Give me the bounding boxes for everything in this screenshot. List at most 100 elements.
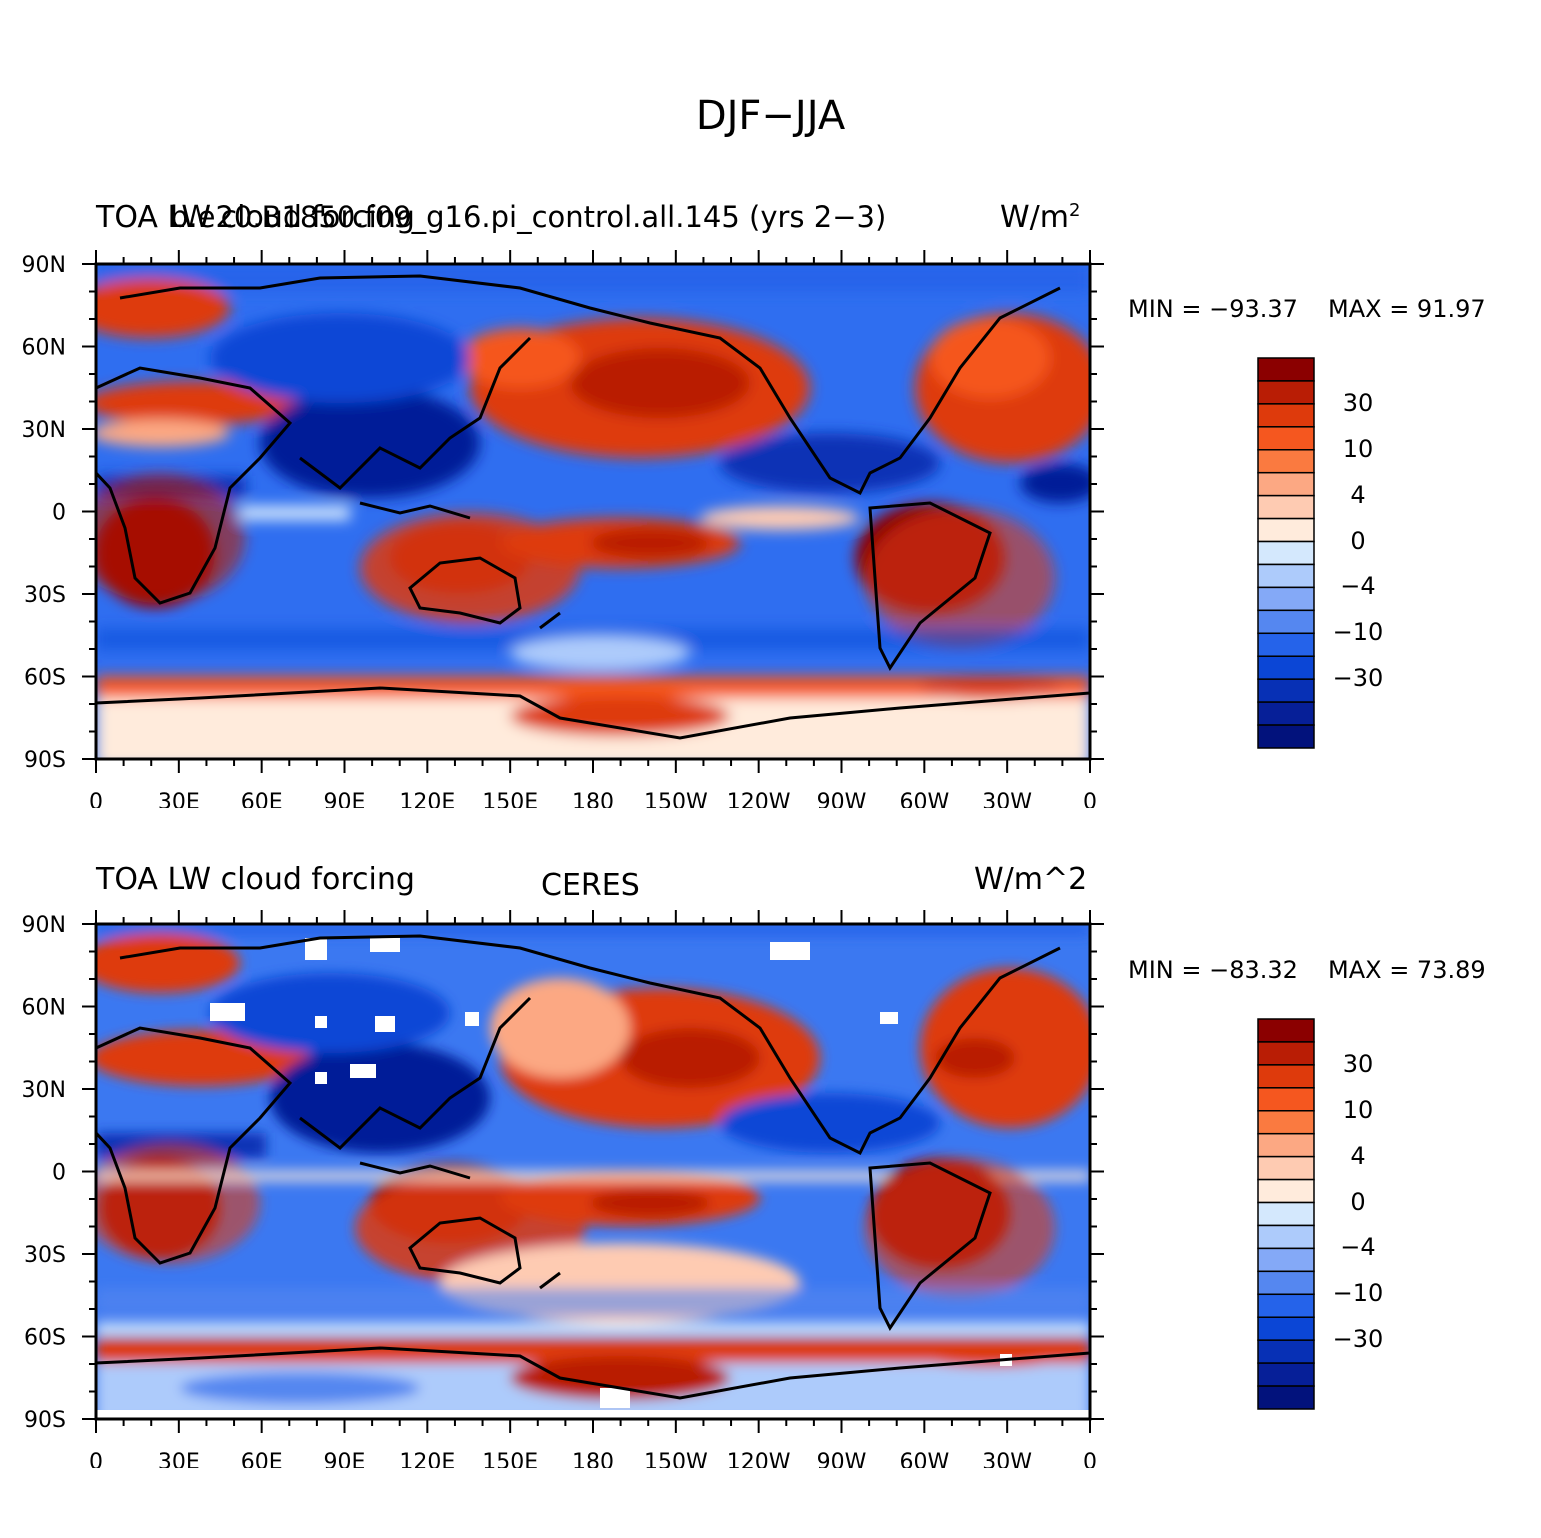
panel1-units: W/m2 — [1000, 200, 1080, 235]
panel2-colorbar-swatch — [1257, 1201, 1315, 1227]
panel1-colorbar — [1257, 357, 1315, 749]
panel1-xtick-label: 60W — [899, 790, 949, 808]
panel2-colorbar-swatch — [1257, 1270, 1315, 1296]
panel2-colorbar-swatch — [1257, 1132, 1315, 1158]
panel1-xtick-label: 0 — [1083, 790, 1097, 808]
panel1-colorbar-label: −4 — [1340, 572, 1376, 601]
panel1-xtick-label: 0 — [89, 790, 103, 808]
panel1-colorbar-swatch — [1257, 586, 1315, 612]
panel2-xtick-label: 60W — [899, 1450, 949, 1468]
panel2-left-title: TOA LW cloud forcing — [96, 862, 415, 897]
panel2-xtick-label: 0 — [1083, 1450, 1097, 1468]
panel2-map: 0 30E 60E 90E 120E 150E 180 150W 120W 90W 60W 30W 0 9… — [22, 910, 1104, 1468]
panel1-colorbar-swatch — [1257, 724, 1315, 749]
panel2-colorbar-label: −10 — [1332, 1279, 1384, 1308]
panel2-colorbar-swatch — [1257, 1385, 1315, 1410]
panel1-max-stat: MAX = 91.97 — [1328, 295, 1486, 323]
panel1-colorbar-swatch — [1257, 517, 1315, 543]
panel1-colorbar-swatch — [1257, 426, 1315, 451]
panel2-xtick-label: 150W — [644, 1450, 708, 1468]
panel1-colorbar-swatch — [1257, 403, 1315, 428]
panel1-colorbar-swatch — [1257, 563, 1315, 589]
panel2-ytick-label: 30N — [22, 1078, 66, 1103]
panel2-coastlines — [96, 934, 1090, 1400]
panel1-colorbar-swatch — [1257, 701, 1315, 726]
panel2-xtick-label: 90E — [324, 1450, 366, 1468]
panel2-xtick-label: 30E — [158, 1450, 200, 1468]
panel1-colorbar-swatch — [1257, 655, 1315, 680]
panel1-ytick-label: 0 — [52, 501, 66, 526]
panel1-xtick-label: 120W — [727, 790, 791, 808]
panel1-ytick-label: 30N — [22, 418, 66, 443]
panel2-colorbar-swatch — [1257, 1224, 1315, 1250]
panel1-ytick-label: 90S — [24, 748, 66, 773]
panel1-xtick-label: 30E — [158, 790, 200, 808]
panel2-colorbar-label: 10 — [1342, 1095, 1374, 1124]
panel2-colorbar-swatch — [1257, 1155, 1315, 1181]
panel1-xtick-label: 120E — [399, 790, 455, 808]
panel1-colorbar-swatch — [1257, 540, 1315, 566]
panel2-colorbar-label: −30 — [1332, 1325, 1384, 1354]
panel1-left-title: TOA LW cloud forcing — [96, 200, 415, 235]
panel2-ytick-label: 60S — [24, 1326, 66, 1351]
panel2-ytick-label: 60N — [22, 996, 66, 1021]
panel2-axes: 0 30E 60E 90E 120E 150E 180 150W 120W 90W 60W 30W 0 9… — [22, 910, 1104, 1468]
panel2-xtick-label: 90W — [817, 1450, 867, 1468]
panel1-colorbar-label: −10 — [1332, 618, 1384, 647]
panel1-colorbar-swatch — [1257, 471, 1315, 497]
panel2-xtick-label: 120E — [399, 1450, 455, 1468]
panel1-ytick-label: 60N — [22, 336, 66, 361]
panel2-colorbar-swatch — [1257, 1293, 1315, 1318]
panel2-xtick-label: 180 — [572, 1450, 614, 1468]
panel1-center-title: b.e20.B1850.f09_g16.pi_control.all.145 (… — [170, 200, 887, 234]
panel1-colorbar-label: 30 — [1342, 388, 1374, 417]
panel2-max-stat: MAX = 73.89 — [1328, 956, 1486, 984]
panel1-ytick-label: 60S — [24, 666, 66, 691]
panel2-xtick-label: 60E — [241, 1450, 283, 1468]
panel2-colorbar-label: 30 — [1342, 1049, 1374, 1078]
panel1-xtick-label: 90W — [817, 790, 867, 808]
panel2-colorbar-label: 0 — [1350, 1187, 1366, 1216]
panel1-ytick-label: 30S — [24, 583, 66, 608]
panel1-colorbar-label: 4 — [1350, 480, 1366, 509]
panel2-xtick-label: 0 — [89, 1450, 103, 1468]
panel1-min-stat: MIN = −93.37 — [1128, 295, 1298, 323]
panel2-field — [96, 924, 1090, 1419]
panel1-coastlines — [96, 274, 1090, 740]
panel1-colorbar-swatch — [1257, 494, 1315, 520]
figure-title: DJF−JJA — [695, 93, 846, 139]
panel1-colorbar-swatch — [1257, 609, 1315, 635]
panel1-colorbar-label: 0 — [1350, 526, 1366, 555]
panel1-xtick-label: 90E — [324, 790, 366, 808]
panel2-colorbar-swatch — [1257, 1087, 1315, 1112]
panel1-xtick-label: 30W — [982, 790, 1032, 808]
panel1-xtick-label: 150E — [482, 790, 538, 808]
panel2-ytick-label: 0 — [52, 1161, 66, 1186]
panel2-colorbar-swatch — [1257, 1064, 1315, 1089]
panel1-colorbar-swatch — [1257, 380, 1315, 405]
panel1-colorbar-swatch — [1257, 357, 1315, 382]
panel2-colorbar — [1257, 1018, 1315, 1410]
panel2-colorbar-swatch — [1257, 1339, 1315, 1364]
panel2-ytick-label: 90S — [24, 1408, 66, 1433]
panel2-colorbar-swatch — [1257, 1018, 1315, 1043]
panel1-field — [96, 264, 1090, 759]
panel2-xtick-label: 30W — [982, 1450, 1032, 1468]
panel2-ytick-label: 90N — [22, 913, 66, 938]
panel1-map: 0 30E 60E 90E 120E 150E 180 150W 120W 90W 60W 30W 0 9… — [22, 250, 1104, 808]
panel1-units-sup: 2 — [1069, 200, 1081, 221]
panel2-colorbar-swatch — [1257, 1041, 1315, 1066]
panel2-center-title: CERES — [541, 868, 640, 903]
panel1-ytick-label: 90N — [22, 253, 66, 278]
panel2-colorbar-swatch — [1257, 1178, 1315, 1204]
panel1-colorbar-label: −30 — [1332, 664, 1384, 693]
panel2-min-stat: MIN = −83.32 — [1128, 956, 1298, 984]
panel2-ytick-label: 30S — [24, 1243, 66, 1268]
panel2-colorbar-label: 4 — [1350, 1141, 1366, 1170]
panel1-units-text: W/m — [1000, 200, 1069, 235]
panel1-colorbar-label: 10 — [1342, 434, 1374, 463]
panel2-colorbar-label: −4 — [1340, 1233, 1376, 1262]
panel2-colorbar-swatch — [1257, 1362, 1315, 1387]
panel1-colorbar-swatch — [1257, 678, 1315, 703]
